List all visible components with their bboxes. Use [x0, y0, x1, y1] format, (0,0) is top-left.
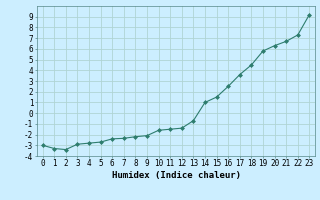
- X-axis label: Humidex (Indice chaleur): Humidex (Indice chaleur): [111, 171, 241, 180]
